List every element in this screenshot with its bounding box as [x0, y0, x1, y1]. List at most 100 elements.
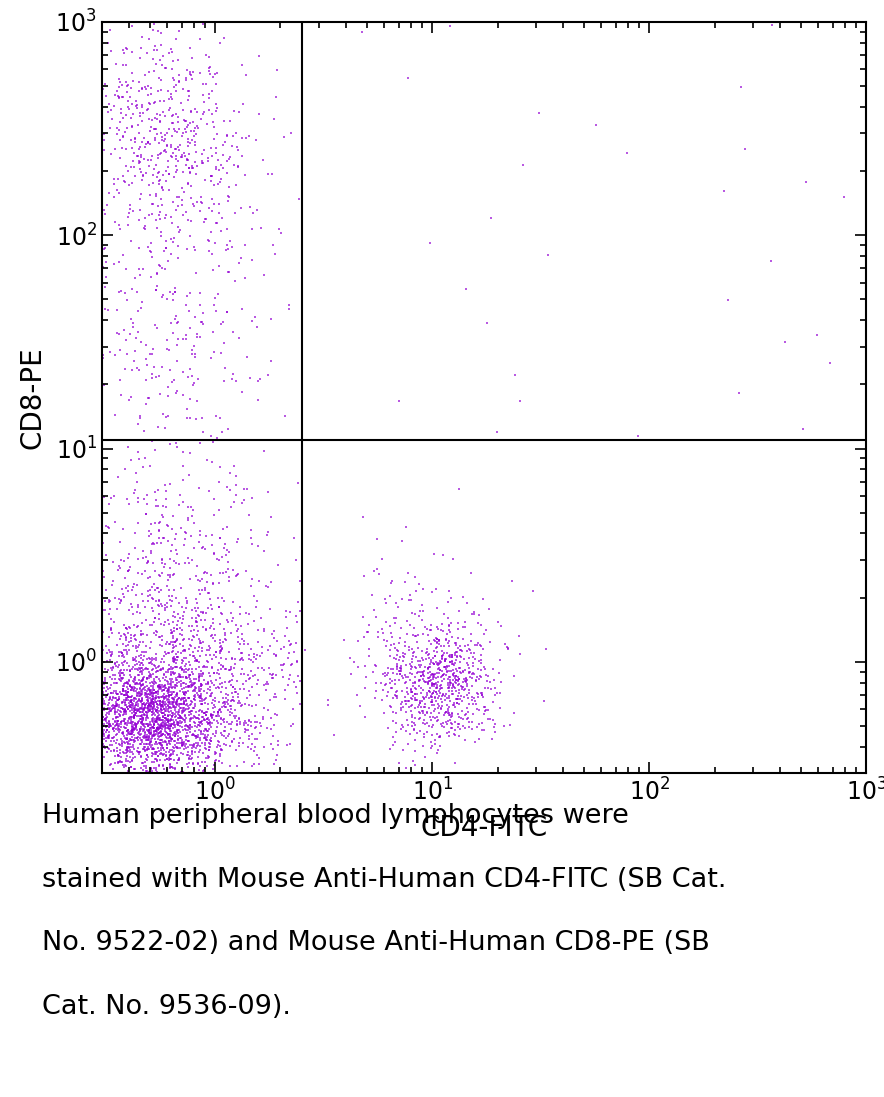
Point: [133, 104, 147, 122]
Point: [143, 721, 157, 738]
Point: [144, 86, 158, 103]
Point: [162, 165, 176, 182]
Point: [173, 682, 187, 700]
Point: [115, 693, 129, 711]
Point: [107, 728, 121, 746]
Point: [217, 693, 232, 711]
Point: [149, 281, 163, 298]
Point: [400, 695, 414, 713]
Point: [162, 683, 176, 701]
Point: [192, 607, 206, 624]
Point: [126, 709, 141, 726]
Point: [213, 615, 227, 633]
Point: [240, 689, 254, 706]
Point: [118, 617, 132, 634]
Point: [465, 665, 479, 682]
Point: [105, 683, 119, 701]
Point: [171, 751, 186, 769]
Point: [458, 613, 472, 631]
Point: [143, 580, 157, 598]
Point: [179, 739, 193, 757]
Point: [168, 309, 182, 327]
Point: [103, 740, 117, 758]
Point: [253, 714, 267, 732]
Point: [110, 739, 124, 757]
Point: [159, 698, 173, 715]
Point: [140, 357, 154, 374]
Point: [145, 699, 159, 716]
Point: [391, 658, 405, 676]
Point: [131, 728, 145, 746]
Point: [149, 55, 163, 72]
Point: [134, 622, 149, 640]
Point: [147, 575, 161, 592]
Point: [434, 669, 448, 687]
Point: [191, 686, 205, 703]
Point: [124, 131, 138, 148]
Point: [116, 128, 130, 146]
Point: [133, 626, 148, 644]
Point: [386, 610, 400, 627]
Point: [158, 597, 172, 614]
Point: [133, 706, 147, 724]
Point: [442, 618, 456, 635]
Point: [213, 638, 227, 656]
Point: [143, 681, 157, 699]
Point: [252, 756, 266, 773]
Point: [136, 167, 150, 184]
Point: [215, 210, 229, 227]
Point: [111, 712, 126, 730]
Point: [143, 135, 157, 152]
Point: [149, 759, 164, 777]
Point: [133, 708, 148, 725]
Point: [153, 679, 167, 697]
Point: [443, 623, 457, 641]
Point: [203, 714, 217, 732]
Point: [141, 723, 156, 740]
Point: [195, 618, 210, 635]
Point: [187, 337, 201, 354]
Point: [217, 112, 231, 129]
Point: [206, 575, 220, 592]
Point: [133, 703, 147, 721]
Point: [424, 697, 438, 714]
Point: [194, 678, 208, 695]
Point: [166, 699, 180, 716]
Point: [193, 647, 207, 665]
Point: [247, 612, 261, 630]
Point: [227, 731, 241, 748]
Point: [170, 632, 184, 649]
Point: [187, 540, 202, 557]
Point: [156, 647, 171, 665]
Point: [104, 43, 118, 60]
Point: [106, 667, 120, 685]
Point: [167, 751, 181, 769]
Point: [384, 698, 398, 715]
Point: [151, 720, 165, 737]
Point: [400, 712, 414, 730]
Point: [138, 562, 152, 579]
Point: [451, 620, 465, 637]
Point: [381, 719, 395, 736]
Point: [165, 148, 179, 166]
Point: [157, 617, 171, 634]
Point: [124, 714, 138, 732]
Point: [401, 668, 415, 686]
Point: [130, 730, 144, 747]
Point: [187, 682, 202, 700]
Point: [398, 637, 412, 655]
Point: [148, 720, 162, 737]
Point: [161, 693, 175, 711]
Point: [765, 16, 779, 34]
Point: [135, 698, 149, 715]
Point: [164, 536, 179, 554]
Point: [149, 668, 163, 686]
Point: [155, 626, 169, 644]
Point: [471, 614, 485, 632]
Point: [139, 81, 153, 99]
Point: [139, 730, 153, 747]
Point: [197, 712, 211, 730]
Point: [125, 722, 139, 739]
Point: [132, 82, 146, 100]
Point: [488, 724, 502, 742]
